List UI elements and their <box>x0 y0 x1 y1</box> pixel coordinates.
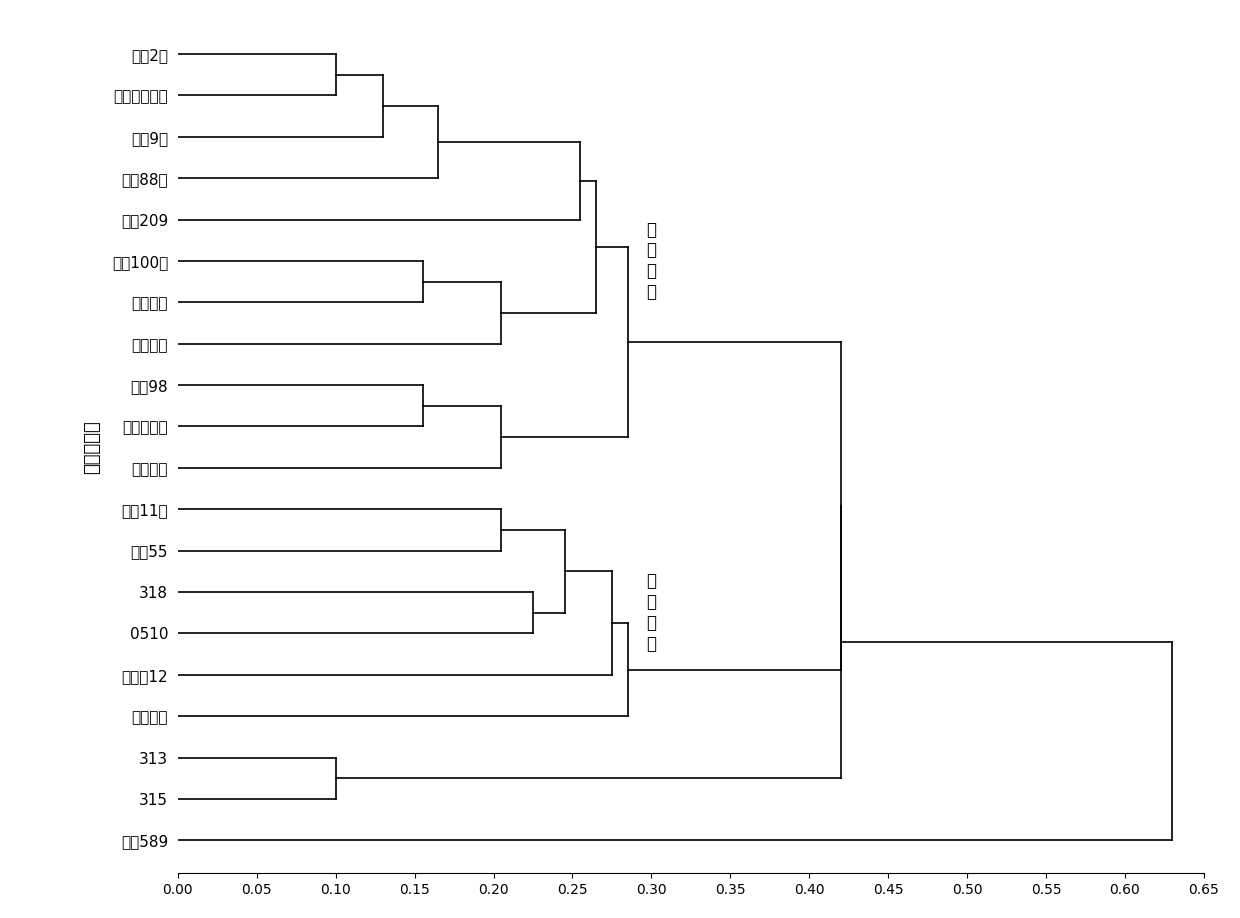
Text: 耐
寒
性
强: 耐 寒 性 强 <box>647 220 657 301</box>
Text: 耐
寒
性
弱: 耐 寒 性 弱 <box>647 573 657 653</box>
Y-axis label: 冬油菜品种: 冬油菜品种 <box>83 420 100 474</box>
